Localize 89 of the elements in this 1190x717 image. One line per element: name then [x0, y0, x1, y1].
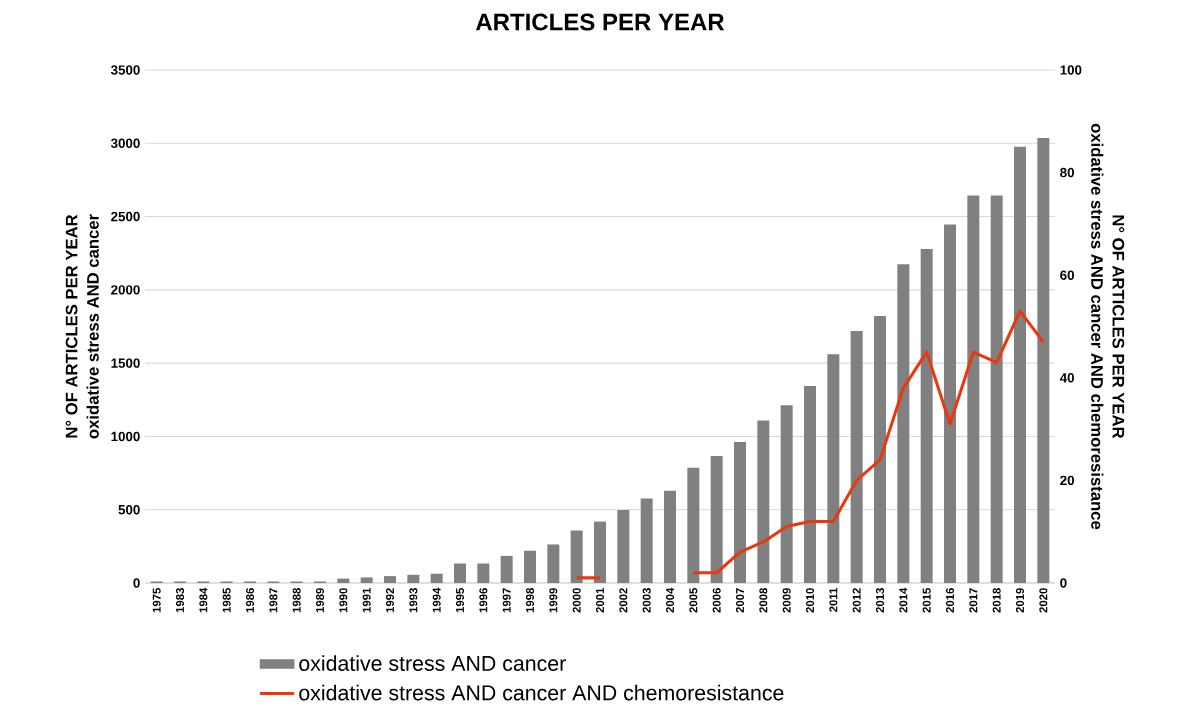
y-tick-label: 500 [118, 504, 140, 515]
bar [920, 249, 933, 583]
x-tick-label: 1984 [199, 587, 208, 613]
bar [687, 467, 700, 583]
bar [850, 331, 863, 583]
bar [640, 498, 653, 583]
y2-tick-label: 100 [1060, 65, 1082, 75]
bar [430, 573, 443, 583]
bar [360, 577, 373, 583]
x-tick-label: 1991 [362, 588, 371, 613]
bar [780, 405, 793, 583]
y-tick-label: 2000 [111, 285, 140, 295]
x-tick-label: 2005 [689, 588, 698, 613]
x-tick-label: 2011 [829, 588, 838, 612]
bar [570, 530, 583, 583]
bar [664, 490, 676, 583]
bar [407, 574, 420, 583]
x-tick-label: 1996 [479, 588, 488, 613]
y-tick-label: 0 [133, 578, 140, 588]
x-tick-label: 2004 [666, 587, 675, 613]
x-tick-label: 2017 [969, 588, 978, 613]
x-tick-label: 2013 [875, 588, 885, 613]
y-tick-label: 2500 [111, 211, 140, 222]
y2-tick-label: 60 [1060, 270, 1075, 280]
bar [897, 264, 910, 583]
bar [594, 521, 607, 583]
x-tick-label: 1993 [409, 588, 418, 613]
x-tick-label: 1989 [316, 588, 325, 613]
bar [734, 441, 746, 583]
bar [827, 354, 840, 583]
x-tick-label: 1987 [269, 588, 278, 613]
y-axis-title: N° OF ARTICLES PER YEAR oxidative stress AND cancer [65, 214, 99, 439]
x-tick-label: 1988 [292, 588, 301, 613]
bar [967, 195, 980, 583]
legend-label: oxidative stress AND cancer [299, 655, 566, 671]
x-tick-label: 2002 [619, 588, 628, 613]
y2-tick-label: 20 [1060, 475, 1075, 486]
bar [944, 224, 956, 583]
x-tick-label: 2008 [759, 588, 768, 613]
bar [547, 544, 560, 583]
bar [384, 576, 397, 583]
y-tick-label: 1000 [111, 431, 140, 442]
y-tick-label: 3500 [110, 65, 140, 75]
bar [710, 456, 723, 583]
y2-tick-label: 40 [1059, 373, 1075, 383]
x-tick-label: 2015 [922, 588, 931, 613]
y2-tick-label: 80 [1060, 167, 1075, 178]
y-tick-label: 3000 [110, 138, 140, 149]
x-tick-label: 2018 [992, 588, 1001, 613]
bar [1037, 138, 1050, 583]
x-tick-label: 2007 [736, 588, 745, 613]
x-tick-label: 2009 [782, 588, 791, 613]
x-tick-label: 1992 [386, 588, 395, 613]
x-tick-label: 1975 [152, 588, 161, 613]
x-tick-label: 2016 [946, 588, 955, 613]
bar [454, 563, 467, 583]
legend-label: oxidative stress AND cancer AND chemoresistance [299, 684, 784, 701]
x-tick-label: 2014 [899, 587, 908, 613]
y2-tick-label: 0 [1060, 578, 1067, 588]
chart-title: ARTICLES PER YEAR [475, 13, 725, 31]
bar [477, 563, 490, 583]
x-tick-label: 1994 [432, 587, 441, 613]
bar [337, 578, 350, 583]
x-tick-label: 1983 [176, 588, 185, 613]
x-tick-label: 2000 [572, 588, 581, 613]
bar [990, 195, 1003, 583]
y2-axis-title: N° OF ARTICLES PER YEAR oxidative stress AND cancer AND chemoresistance [1091, 123, 1125, 530]
x-tick-label: 2006 [712, 588, 721, 613]
bar [757, 420, 770, 583]
x-tick-label: 1985 [222, 588, 231, 613]
x-tick-label: 2001 [596, 588, 605, 613]
x-tick-label: 2020 [1039, 588, 1048, 613]
bar [617, 509, 630, 583]
x-tick-label: 1998 [526, 588, 535, 613]
x-tick-label: 1990 [339, 588, 348, 613]
bar [1014, 146, 1026, 583]
x-tick-label: 2012 [852, 588, 861, 613]
bar [874, 316, 886, 583]
x-tick-label: 2019 [1016, 588, 1025, 613]
bar [500, 555, 513, 583]
x-tick-label: 2010 [806, 588, 815, 613]
bar [804, 386, 816, 583]
x-tick-label: 1997 [502, 588, 511, 613]
x-tick-label: 1995 [456, 588, 465, 613]
bar [524, 550, 537, 583]
x-tick-label: 1986 [246, 588, 255, 613]
x-tick-label: 2003 [642, 588, 651, 613]
x-tick-label: 1999 [549, 588, 558, 613]
y-tick-label: 1500 [111, 358, 140, 368]
